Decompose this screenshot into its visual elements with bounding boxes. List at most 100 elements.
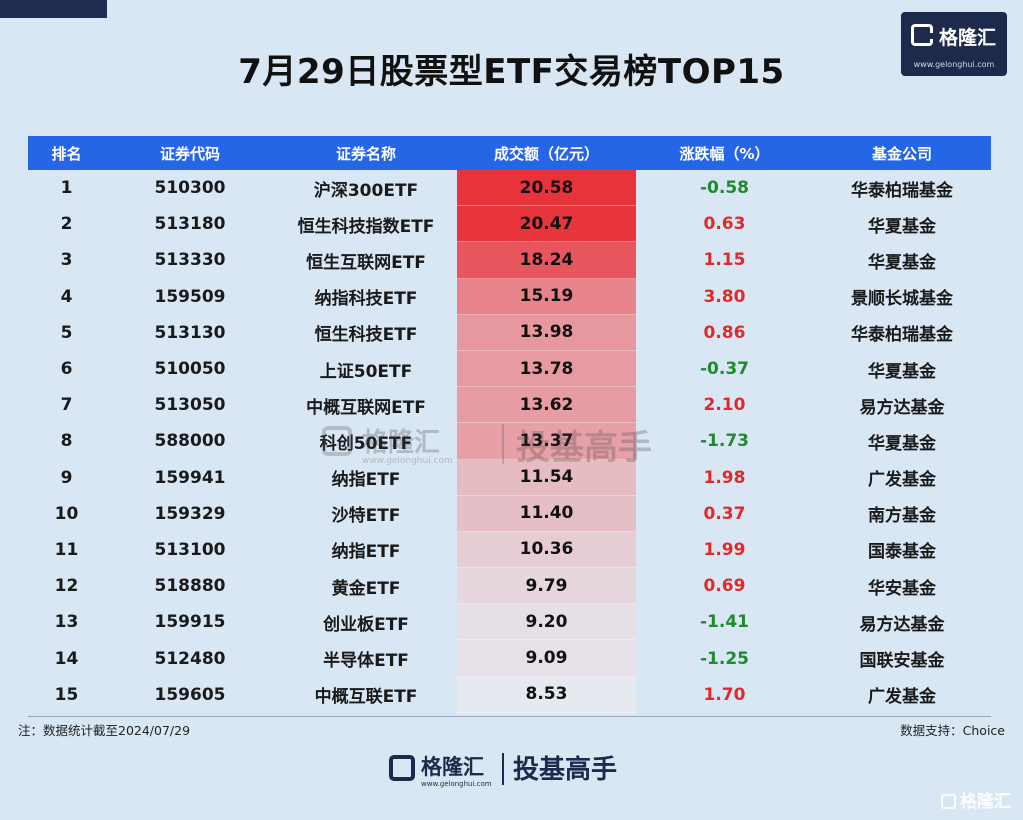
data-note: 注：数据统计截至2024/07/29 — [18, 723, 191, 738]
company-cell: 广发基金 — [868, 470, 936, 491]
rank-cell: 10 — [54, 503, 79, 524]
footer-g-icon — [389, 755, 415, 781]
table-row: 5 513130 恒生科技ETF 13.98 0.86 华泰柏瑞基金 — [28, 314, 991, 351]
name-cell: 科创50ETF — [319, 433, 413, 454]
corner-decoration — [0, 0, 107, 18]
volume-cell: 20.47 — [457, 206, 636, 243]
table-row: 3 513330 恒生互联网ETF 18.24 1.15 华夏基金 — [28, 242, 991, 279]
brand-logo: 格隆汇 www.gelonghui.com — [901, 12, 1007, 76]
volume-cell: 8.53 — [457, 676, 636, 713]
page-title: 7月29日股票型ETF交易榜TOP15 — [238, 52, 785, 92]
change-cell: 2.10 — [703, 395, 746, 416]
code-cell: 513050 — [154, 395, 226, 416]
name-cell: 半导体ETF — [323, 651, 409, 672]
footer-divider — [502, 753, 504, 785]
volume-cell: 13.78 — [457, 350, 636, 388]
name-cell: 创业板ETF — [323, 614, 409, 635]
table-row: 14 512480 半导体ETF 9.09 -1.25 国联安基金 — [28, 640, 991, 677]
company-cell: 国联安基金 — [859, 651, 945, 672]
company-cell: 景顺长城基金 — [851, 289, 953, 310]
header-name: 证券名称 — [335, 144, 396, 163]
rank-cell: 15 — [54, 684, 79, 705]
rank-cell: 12 — [54, 576, 79, 597]
name-cell: 纳指科技ETF — [314, 289, 418, 310]
rank-cell: 5 — [60, 322, 73, 343]
footer-slogan: 投基高手 — [513, 755, 618, 785]
code-cell: 512480 — [154, 648, 226, 669]
change-cell: -1.25 — [700, 648, 749, 669]
code-cell: 510300 — [154, 178, 226, 199]
change-cell: 0.86 — [703, 322, 746, 343]
change-cell: 1.98 — [703, 467, 746, 488]
code-cell: 513330 — [154, 250, 226, 271]
rank-cell: 6 — [60, 359, 73, 380]
change-cell: 1.15 — [703, 250, 746, 271]
code-cell: 510050 — [154, 359, 226, 380]
volume-cell: 15.19 — [457, 278, 636, 315]
change-cell: 0.37 — [703, 503, 746, 524]
rank-cell: 11 — [54, 539, 79, 560]
volume-cell: 18.24 — [457, 242, 636, 279]
company-cell: 华夏基金 — [868, 216, 936, 237]
code-cell: 159329 — [154, 503, 226, 524]
etf-ranking-table: 排名 证券代码 证券名称 成交额（亿元） 涨跌幅（%） 基金公司 1 510300… — [28, 136, 991, 713]
table-row: 10 159329 沙特ETF 11.40 0.37 南方基金 — [28, 495, 991, 532]
company-cell: 南方基金 — [868, 506, 936, 527]
change-cell: -1.41 — [700, 612, 749, 633]
code-cell: 159605 — [154, 684, 226, 705]
name-cell: 恒生互联网ETF — [306, 252, 426, 273]
company-cell: 华泰柏瑞基金 — [851, 325, 953, 346]
footer-url: www.gelonghui.com — [421, 780, 492, 788]
table-row: 7 513050 中概互联网ETF 13.62 2.10 易方达基金 — [28, 387, 991, 424]
name-cell: 纳指ETF — [331, 542, 401, 563]
table-row: 15 159605 中概互联ETF 8.53 1.70 广发基金 — [28, 676, 991, 713]
header-rank: 排名 — [51, 144, 82, 163]
code-cell: 518880 — [154, 576, 226, 597]
name-cell: 纳指ETF — [331, 470, 401, 491]
company-cell: 易方达基金 — [859, 397, 945, 418]
table-row: 8 588000 科创50ETF 13.37 -1.73 华夏基金 — [28, 423, 991, 460]
name-cell: 中概互联网ETF — [306, 397, 426, 418]
volume-cell: 9.20 — [457, 604, 636, 641]
change-cell: 1.99 — [703, 539, 746, 560]
table-bottom-rule — [28, 716, 991, 717]
table-row: 12 518880 黄金ETF 9.79 0.69 华安基金 — [28, 568, 991, 605]
code-cell: 159915 — [154, 612, 226, 633]
name-cell: 恒生科技ETF — [314, 325, 418, 346]
rank-cell: 8 — [60, 431, 73, 452]
volume-cell: 11.40 — [457, 495, 636, 532]
table-body: 1 510300 沪深300ETF 20.58 -0.58 华泰柏瑞基金 2 513180 恒生… — [28, 170, 991, 713]
company-cell: 华夏基金 — [868, 361, 936, 382]
corner-watermark: 格隆汇 — [941, 787, 1011, 812]
rank-cell: 9 — [60, 467, 73, 488]
footer-logo: 格隆汇 www.gelonghui.com 投基高手 — [389, 749, 649, 793]
rank-cell: 7 — [60, 395, 73, 416]
header-company: 基金公司 — [871, 144, 932, 163]
name-cell: 中概互联ETF — [314, 687, 418, 708]
logo-brand-text: 格隆汇 — [939, 27, 997, 49]
code-cell: 588000 — [154, 431, 226, 452]
table-row: 6 510050 上证50ETF 13.78 -0.37 华夏基金 — [28, 350, 991, 388]
volume-cell: 9.79 — [457, 568, 636, 605]
company-cell: 华泰柏瑞基金 — [851, 180, 953, 201]
logo-g-icon — [911, 24, 933, 46]
code-cell: 513100 — [154, 539, 226, 560]
table-row: 9 159941 纳指ETF 11.54 1.98 广发基金 — [28, 459, 991, 496]
table-row: 4 159509 纳指科技ETF 15.19 3.80 景顺长城基金 — [28, 278, 991, 315]
change-cell: -1.73 — [700, 431, 749, 452]
code-cell: 513130 — [154, 322, 226, 343]
table-row: 2 513180 恒生科技指数ETF 20.47 0.63 华夏基金 — [28, 206, 991, 243]
name-cell: 黄金ETF — [331, 578, 401, 599]
corner-watermark-text: 格隆汇 — [960, 792, 1011, 812]
company-cell: 广发基金 — [868, 687, 936, 708]
change-cell: -0.58 — [700, 178, 749, 199]
header-change: 涨跌幅（%） — [679, 144, 770, 163]
data-source: 数据支持：Choice — [900, 723, 1005, 738]
rank-cell: 13 — [54, 612, 79, 633]
change-cell: 0.63 — [703, 214, 746, 235]
change-cell: 3.80 — [703, 286, 746, 307]
volume-cell: 20.58 — [457, 170, 636, 207]
table-row: 11 513100 纳指ETF 10.36 1.99 国泰基金 — [28, 531, 991, 569]
name-cell: 上证50ETF — [319, 361, 413, 382]
table-header: 排名 证券代码 证券名称 成交额（亿元） 涨跌幅（%） 基金公司 — [28, 136, 991, 170]
